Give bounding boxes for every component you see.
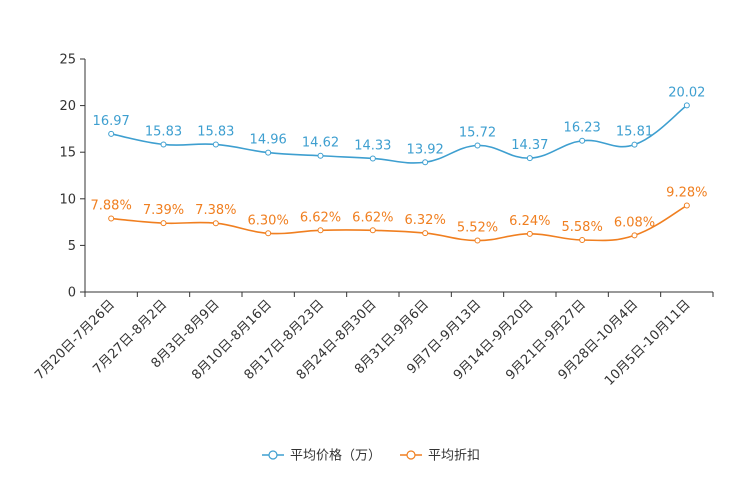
series-line [111, 204, 688, 242]
data-label: 14.62 [302, 136, 339, 151]
data-label: 14.33 [354, 138, 391, 153]
data-label: 6.30% [248, 213, 289, 228]
data-point [160, 220, 167, 227]
data-point [579, 137, 586, 144]
legend-label: 平均价格（万） [290, 448, 381, 464]
legend-label: 平均折扣 [428, 449, 480, 464]
series-1: 7.88% 7.39% 7.38% 6.30% 6.62% 6.62% 6.32% 5.52%… [91, 186, 707, 244]
data-point [631, 232, 638, 239]
data-point [526, 155, 533, 162]
data-label: 7.38% [195, 203, 236, 218]
data-point [108, 215, 115, 222]
data-label: 6.62% [300, 210, 341, 225]
legend-marker [406, 450, 416, 460]
data-point [579, 236, 586, 243]
y-tick-label: 15 [59, 146, 76, 161]
data-point [683, 202, 690, 209]
data-label: 5.58% [562, 220, 603, 235]
data-point [369, 227, 376, 234]
data-point [683, 102, 690, 109]
data-label: 15.83 [197, 124, 234, 139]
data-label: 15.83 [145, 124, 182, 139]
data-label: 7.39% [143, 203, 184, 218]
y-tick-label: 0 [68, 286, 76, 301]
series-layer: 16.97 15.83 15.83 14.96 14.62 14.33 13.92 15.72… [91, 85, 707, 244]
data-label: 13.92 [407, 142, 444, 157]
data-label: 6.08% [614, 215, 655, 230]
data-point [317, 152, 324, 159]
y-tick-label: 25 [59, 53, 76, 68]
data-label: 14.96 [250, 133, 287, 148]
data-point [369, 155, 376, 162]
y-tick-label: 10 [59, 192, 76, 207]
data-point [474, 237, 481, 244]
data-point [422, 230, 429, 237]
y-tick-label: 5 [68, 239, 76, 254]
series-0: 16.97 15.83 15.83 14.96 14.62 14.33 13.92 15.72… [93, 85, 705, 166]
data-point [422, 159, 429, 166]
data-label: 7.88% [91, 199, 132, 214]
data-point [212, 220, 219, 227]
data-point [526, 230, 533, 237]
data-point [265, 149, 272, 156]
data-point [631, 141, 638, 148]
data-label: 6.32% [405, 213, 446, 228]
data-label: 15.81 [616, 125, 653, 140]
data-label: 15.72 [459, 125, 496, 140]
legend-item-0: 平均价格（万） [262, 448, 381, 464]
data-label: 9.28% [666, 186, 707, 201]
data-point [474, 142, 481, 149]
legend: 平均价格（万） 平均折扣 [262, 448, 480, 464]
data-label: 6.62% [352, 210, 393, 225]
data-point [317, 227, 324, 234]
legend-marker [268, 450, 278, 460]
data-point [212, 141, 219, 148]
y-tick-label: 20 [59, 99, 76, 114]
data-point [160, 141, 167, 148]
data-label: 14.37 [511, 138, 548, 153]
data-point [265, 230, 272, 237]
data-point [108, 130, 115, 137]
data-label: 16.97 [93, 114, 130, 129]
data-label: 6.24% [509, 214, 550, 229]
data-label: 5.52% [457, 221, 498, 236]
data-label: 20.02 [668, 85, 705, 100]
data-label: 16.23 [564, 121, 601, 136]
legend-item-1: 平均折扣 [400, 449, 480, 464]
series-line [111, 104, 688, 164]
